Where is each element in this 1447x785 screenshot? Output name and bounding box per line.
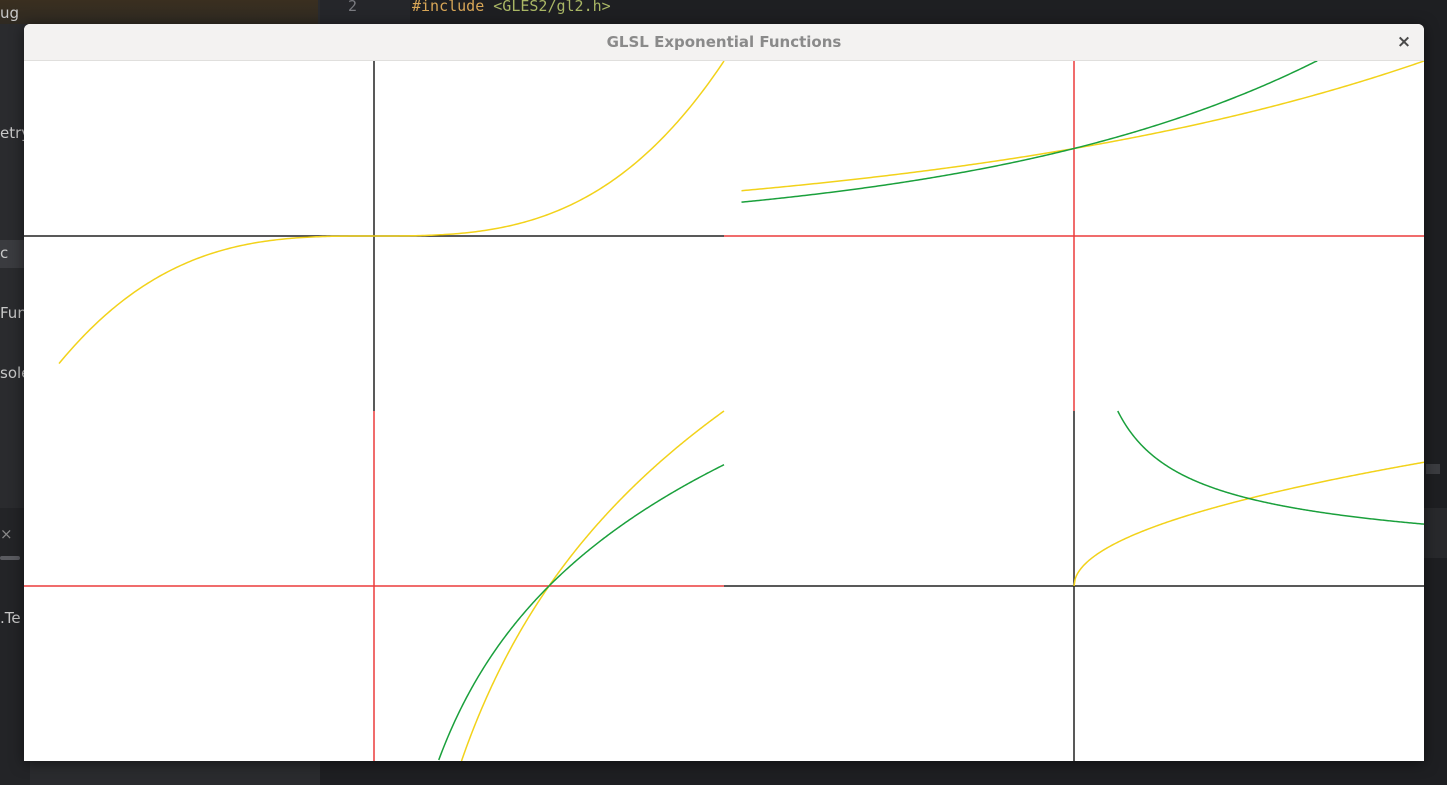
plot-panel-bottom-right [724,410,1424,761]
ide-close-icon[interactable]: × [0,525,13,543]
ide-sidebar-item[interactable]: ug [0,4,20,22]
ide-scrollbar[interactable] [0,556,20,560]
ide-right-strip [1424,24,1447,785]
curve-yellow [1073,461,1424,587]
code-include-path: <GLES2/gl2.h> [493,0,611,15]
plot-panel-top-right [724,60,1424,411]
curve-yellow [741,60,1424,192]
ide-line-number: 2 [348,0,358,15]
curve-yellow [58,60,725,365]
ide-right-marker [1426,464,1440,474]
curve-green [741,60,1318,203]
ide-sidebar-item[interactable]: Fun [0,304,27,322]
ide-sidebar-item[interactable]: .Te [0,609,21,627]
curve-green [1117,410,1424,525]
ide-code-line: #include <GLES2/gl2.h> [412,0,611,15]
plots-svg [24,60,1424,761]
curve-yellow [460,410,725,761]
close-button[interactable]: × [1396,32,1412,52]
ide-sidebar-item[interactable]: etry [0,124,31,142]
code-keyword: #include [412,0,485,15]
ide-sidebar-item[interactable]: c [0,244,9,262]
ide-editor-gutter [320,0,410,24]
ide-right-panel [1424,508,1447,558]
plot-window: GLSL Exponential Functions × [24,24,1424,761]
plot-panel-bottom-left [24,410,725,761]
window-titlebar[interactable]: GLSL Exponential Functions × [24,24,1424,61]
ide-sidebar-header [0,0,318,24]
curve-green [438,464,725,761]
window-title: GLSL Exponential Functions [606,33,842,51]
plot-canvas [24,60,1424,761]
plot-panel-top-left [24,60,725,411]
ide-sidebar-item[interactable]: sole [0,364,31,382]
